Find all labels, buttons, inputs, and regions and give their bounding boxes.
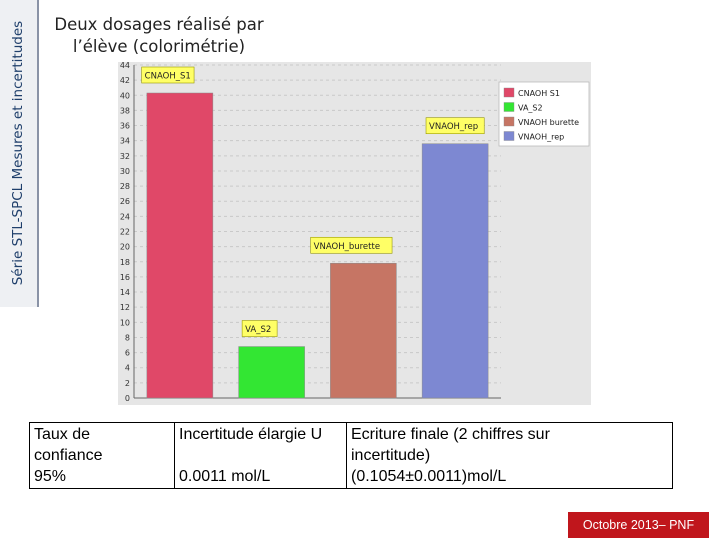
uncertainty-cell: Incertitude élargie U 0.0011 mol/L <box>174 422 347 489</box>
legend-swatch-3 <box>503 116 515 127</box>
y-tick-label: 0 <box>125 394 130 403</box>
bar-label-box-2 <box>241 320 278 337</box>
bar-label-1: CNAOH_S1 <box>145 72 191 82</box>
legend-swatch-2 <box>503 102 515 112</box>
results-table: Taux de confiance 95% Incertitude élargi… <box>29 422 673 489</box>
y-tick-label: 42 <box>120 76 130 85</box>
footer-badge: Octobre 2013– PNF <box>568 512 709 538</box>
uncertainty-value: 0.0011 mol/L <box>179 468 271 485</box>
error-contribution-chart: Contribution aux sources d'erreur en %02… <box>118 62 591 405</box>
y-tick-label: 16 <box>120 273 130 282</box>
final-result-cell: Ecriture finale (2 chiffres sur incertit… <box>346 422 673 489</box>
bar-label-2: VA_S2 <box>245 325 271 335</box>
bar-1 <box>146 92 214 399</box>
y-tick-label: 36 <box>120 122 130 131</box>
sidebar-banner: Série STL-SPCL Mesures et incertitudes <box>0 0 39 307</box>
y-tick-label: 2 <box>125 379 130 388</box>
series-title: Série STL-SPCL Mesures et incertitudes <box>10 20 26 286</box>
slide-title-line-2: l’élève (colorimétrie) <box>72 37 246 56</box>
y-tick-label: 12 <box>120 303 130 312</box>
final-result-header-line-2: incertitude) <box>351 447 431 464</box>
y-tick-label: 28 <box>120 182 130 191</box>
slide-title-line-1: Deux dosages réalisé par <box>54 15 264 34</box>
y-tick-label: 44 <box>120 62 130 70</box>
y-tick-label: 20 <box>120 243 130 252</box>
y-tick-label: 34 <box>120 137 130 146</box>
confidence-value: 95% <box>34 468 67 485</box>
y-tick-label: 26 <box>120 197 130 206</box>
legend-label-4: VNAOH_rep <box>518 133 564 142</box>
bar-label-box-4 <box>425 117 485 135</box>
legend-label-1: CNAOH S1 <box>518 89 560 98</box>
bar-label-4: VNAOH_rep <box>429 122 478 132</box>
y-tick-label: 4 <box>125 364 130 373</box>
bar-label-box-3 <box>310 236 393 254</box>
final-result-header-line-1: Ecriture finale (2 chiffres sur <box>351 426 550 443</box>
y-tick-label: 10 <box>120 318 130 327</box>
legend-label-3: VNAOH burette <box>518 118 579 127</box>
confidence-label-line-2: confiance <box>34 447 103 464</box>
uncertainty-spacer <box>179 445 342 466</box>
y-tick-label: 18 <box>120 258 130 267</box>
slide-title: Deux dosages réalisé par l’élève (colori… <box>54 14 264 58</box>
y-tick-label: 6 <box>125 349 130 358</box>
final-result-value: (0.1054±0.0011)mol/L <box>351 468 507 485</box>
confidence-cell: Taux de confiance 95% <box>29 422 175 489</box>
bar-4 <box>421 143 489 399</box>
legend-swatch-1 <box>503 87 515 98</box>
y-tick-label: 14 <box>120 288 130 297</box>
bar-3 <box>330 263 397 399</box>
y-tick-label: 38 <box>120 106 130 115</box>
bar-2 <box>238 346 305 399</box>
uncertainty-header: Incertitude élargie U <box>179 426 323 443</box>
confidence-label-line-1: Taux de <box>34 426 91 443</box>
bar-label-box-1 <box>141 66 195 84</box>
y-tick-label: 40 <box>120 91 130 100</box>
y-tick-label: 22 <box>120 228 130 237</box>
bar-label-3: VNAOH_burette <box>314 242 380 252</box>
y-tick-label: 32 <box>120 152 130 161</box>
y-tick-label: 24 <box>120 212 130 221</box>
legend-swatch-4 <box>503 131 515 141</box>
legend-label-2: VA_S2 <box>518 104 543 113</box>
y-tick-label: 30 <box>120 167 130 176</box>
y-tick-label: 8 <box>125 333 130 342</box>
